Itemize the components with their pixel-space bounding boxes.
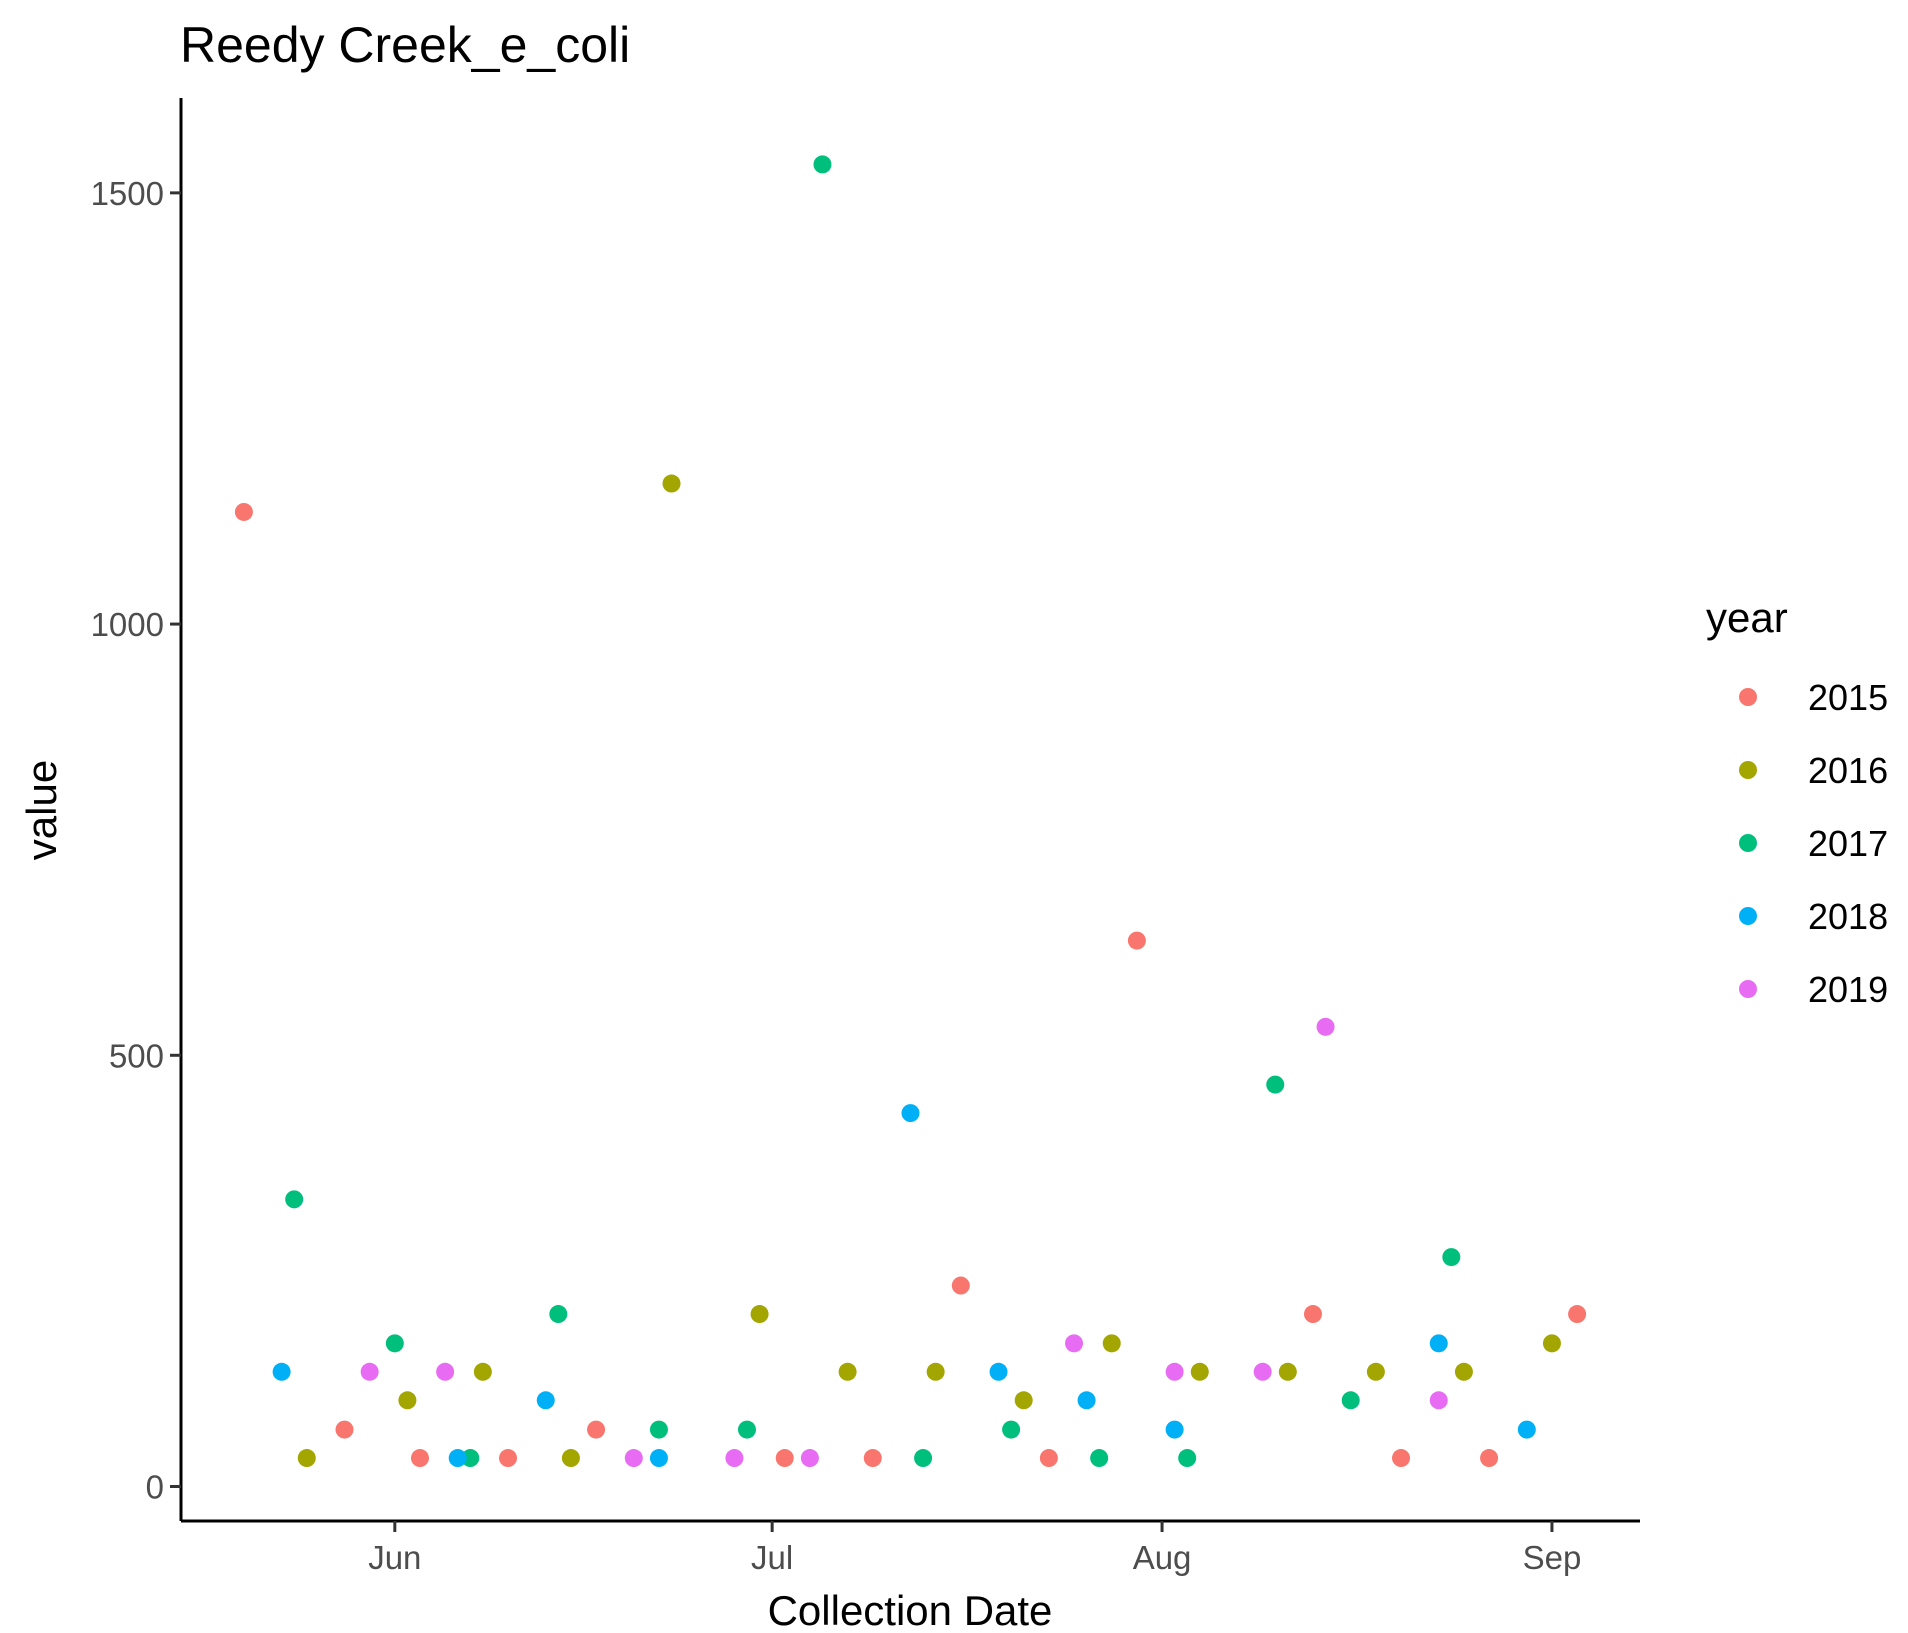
data-point-2016 bbox=[473, 1362, 492, 1381]
data-point-2015 bbox=[1039, 1449, 1058, 1468]
legend-key-2016 bbox=[1739, 761, 1757, 779]
legend-label-2018: 2018 bbox=[1808, 896, 1888, 937]
data-point-2015 bbox=[775, 1449, 794, 1468]
y-axis-ticks: 0 500 1000 1500 bbox=[91, 175, 181, 1506]
data-point-2019 bbox=[1316, 1017, 1335, 1036]
data-point-2018 bbox=[1077, 1391, 1096, 1410]
y-tick-label: 1500 bbox=[91, 175, 164, 212]
data-point-2016 bbox=[1014, 1391, 1033, 1410]
data-point-2018 bbox=[1517, 1420, 1536, 1439]
data-point-2019 bbox=[624, 1449, 643, 1468]
legend-label-2019: 2019 bbox=[1808, 969, 1888, 1010]
data-point-2017 bbox=[813, 155, 832, 174]
data-point-2018 bbox=[649, 1449, 668, 1468]
data-point-2016 bbox=[561, 1449, 580, 1468]
data-point-2015 bbox=[234, 502, 253, 521]
legend: year 2015 2016 2017 2018 2019 bbox=[1706, 594, 1888, 1010]
data-point-2016 bbox=[297, 1449, 316, 1468]
data-point-2015 bbox=[1392, 1449, 1411, 1468]
legend-title: year bbox=[1706, 594, 1788, 641]
legend-key-2018 bbox=[1739, 907, 1757, 925]
data-point-2016 bbox=[1102, 1334, 1121, 1353]
data-point-2019 bbox=[1065, 1334, 1084, 1353]
legend-items: 2015 2016 2017 2018 2019 bbox=[1739, 677, 1888, 1010]
data-point-2015 bbox=[587, 1420, 606, 1439]
data-point-2016 bbox=[398, 1391, 417, 1410]
data-point-2016 bbox=[838, 1362, 857, 1381]
data-point-2018 bbox=[536, 1391, 555, 1410]
data-point-2019 bbox=[1253, 1362, 1272, 1381]
data-point-2015 bbox=[499, 1449, 518, 1468]
data-point-2019 bbox=[1165, 1362, 1184, 1381]
data-point-2017 bbox=[1266, 1075, 1285, 1094]
data-point-2018 bbox=[1429, 1334, 1448, 1353]
data-point-2019 bbox=[725, 1449, 744, 1468]
legend-key-2017 bbox=[1739, 834, 1757, 852]
y-tick-label: 0 bbox=[146, 1469, 164, 1506]
data-point-2015 bbox=[1480, 1449, 1499, 1468]
data-point-2015 bbox=[1127, 931, 1146, 950]
x-axis-ticks: Jun Jul Aug Sep bbox=[368, 1521, 1581, 1576]
data-point-2017 bbox=[285, 1190, 304, 1209]
data-point-2018 bbox=[901, 1104, 920, 1123]
data-point-2016 bbox=[1366, 1362, 1385, 1381]
data-point-2015 bbox=[410, 1449, 429, 1468]
data-point-2015 bbox=[863, 1449, 882, 1468]
legend-key-2019 bbox=[1739, 980, 1757, 998]
data-point-2019 bbox=[360, 1362, 379, 1381]
legend-key-2015 bbox=[1739, 688, 1757, 706]
data-point-2015 bbox=[1568, 1305, 1587, 1324]
legend-label-2015: 2015 bbox=[1808, 677, 1888, 718]
data-point-2016 bbox=[1454, 1362, 1473, 1381]
plot-area: 0 500 1000 1500 Jun Jul Aug Sep bbox=[91, 98, 1640, 1576]
data-point-2015 bbox=[951, 1276, 970, 1295]
data-point-2019 bbox=[800, 1449, 819, 1468]
data-point-2016 bbox=[926, 1362, 945, 1381]
data-point-2016 bbox=[1278, 1362, 1297, 1381]
data-point-2018 bbox=[448, 1449, 467, 1468]
data-point-2017 bbox=[1442, 1248, 1461, 1267]
y-tick-label: 500 bbox=[109, 1037, 164, 1074]
data-point-2019 bbox=[436, 1362, 455, 1381]
data-point-2016 bbox=[662, 474, 681, 493]
data-point-2016 bbox=[1542, 1334, 1561, 1353]
data-point-2018 bbox=[272, 1362, 291, 1381]
data-point-2015 bbox=[1303, 1305, 1322, 1324]
legend-label-2016: 2016 bbox=[1808, 750, 1888, 791]
data-point-2017 bbox=[1341, 1391, 1360, 1410]
x-tick-label: Aug bbox=[1133, 1539, 1192, 1576]
data-point-2015 bbox=[335, 1420, 354, 1439]
y-tick-label: 1000 bbox=[91, 606, 164, 643]
data-point-2017 bbox=[737, 1420, 756, 1439]
points-layer bbox=[234, 155, 1587, 1468]
data-point-2017 bbox=[549, 1305, 568, 1324]
data-point-2017 bbox=[914, 1449, 933, 1468]
data-point-2017 bbox=[461, 1449, 480, 1468]
data-point-2019 bbox=[1429, 1391, 1448, 1410]
data-point-2017 bbox=[1090, 1449, 1109, 1468]
x-tick-label: Jul bbox=[751, 1539, 793, 1576]
data-point-2017 bbox=[1002, 1420, 1021, 1439]
y-axis-title: value bbox=[18, 760, 65, 860]
data-point-2017 bbox=[385, 1334, 404, 1353]
x-tick-label: Jun bbox=[368, 1539, 421, 1576]
chart-title: Reedy Creek_e_coli bbox=[180, 17, 630, 73]
data-point-2016 bbox=[1190, 1362, 1209, 1381]
data-point-2017 bbox=[649, 1420, 668, 1439]
data-point-2018 bbox=[1165, 1420, 1184, 1439]
data-point-2017 bbox=[1178, 1449, 1197, 1468]
data-point-2018 bbox=[989, 1362, 1008, 1381]
x-axis-title: Collection Date bbox=[768, 1587, 1053, 1633]
legend-label-2017: 2017 bbox=[1808, 823, 1888, 864]
x-tick-label: Sep bbox=[1523, 1539, 1582, 1576]
data-point-2016 bbox=[750, 1305, 769, 1324]
